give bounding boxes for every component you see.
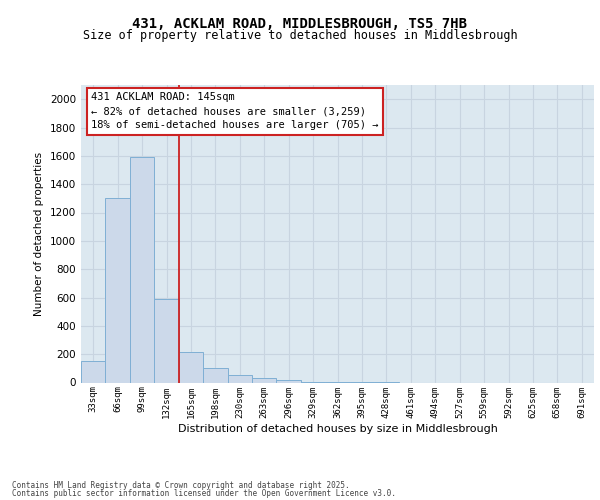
Bar: [154, 299, 179, 382]
X-axis label: Distribution of detached houses by size in Middlesbrough: Distribution of detached houses by size …: [178, 424, 497, 434]
Bar: [252, 378, 277, 382]
Text: Size of property relative to detached houses in Middlesbrough: Size of property relative to detached ho…: [83, 29, 517, 42]
Text: 431 ACKLAM ROAD: 145sqm
← 82% of detached houses are smaller (3,259)
18% of semi: 431 ACKLAM ROAD: 145sqm ← 82% of detache…: [91, 92, 379, 130]
Y-axis label: Number of detached properties: Number of detached properties: [34, 152, 44, 316]
Bar: [277, 380, 301, 382]
Bar: [81, 361, 106, 382]
Bar: [179, 352, 203, 382]
Bar: [106, 198, 130, 382]
Text: Contains HM Land Registry data © Crown copyright and database right 2025.: Contains HM Land Registry data © Crown c…: [12, 481, 350, 490]
Text: 431, ACKLAM ROAD, MIDDLESBROUGH, TS5 7HB: 431, ACKLAM ROAD, MIDDLESBROUGH, TS5 7HB: [133, 18, 467, 32]
Text: Contains public sector information licensed under the Open Government Licence v3: Contains public sector information licen…: [12, 489, 396, 498]
Bar: [130, 157, 154, 382]
Bar: [227, 374, 252, 382]
Bar: [203, 368, 227, 382]
